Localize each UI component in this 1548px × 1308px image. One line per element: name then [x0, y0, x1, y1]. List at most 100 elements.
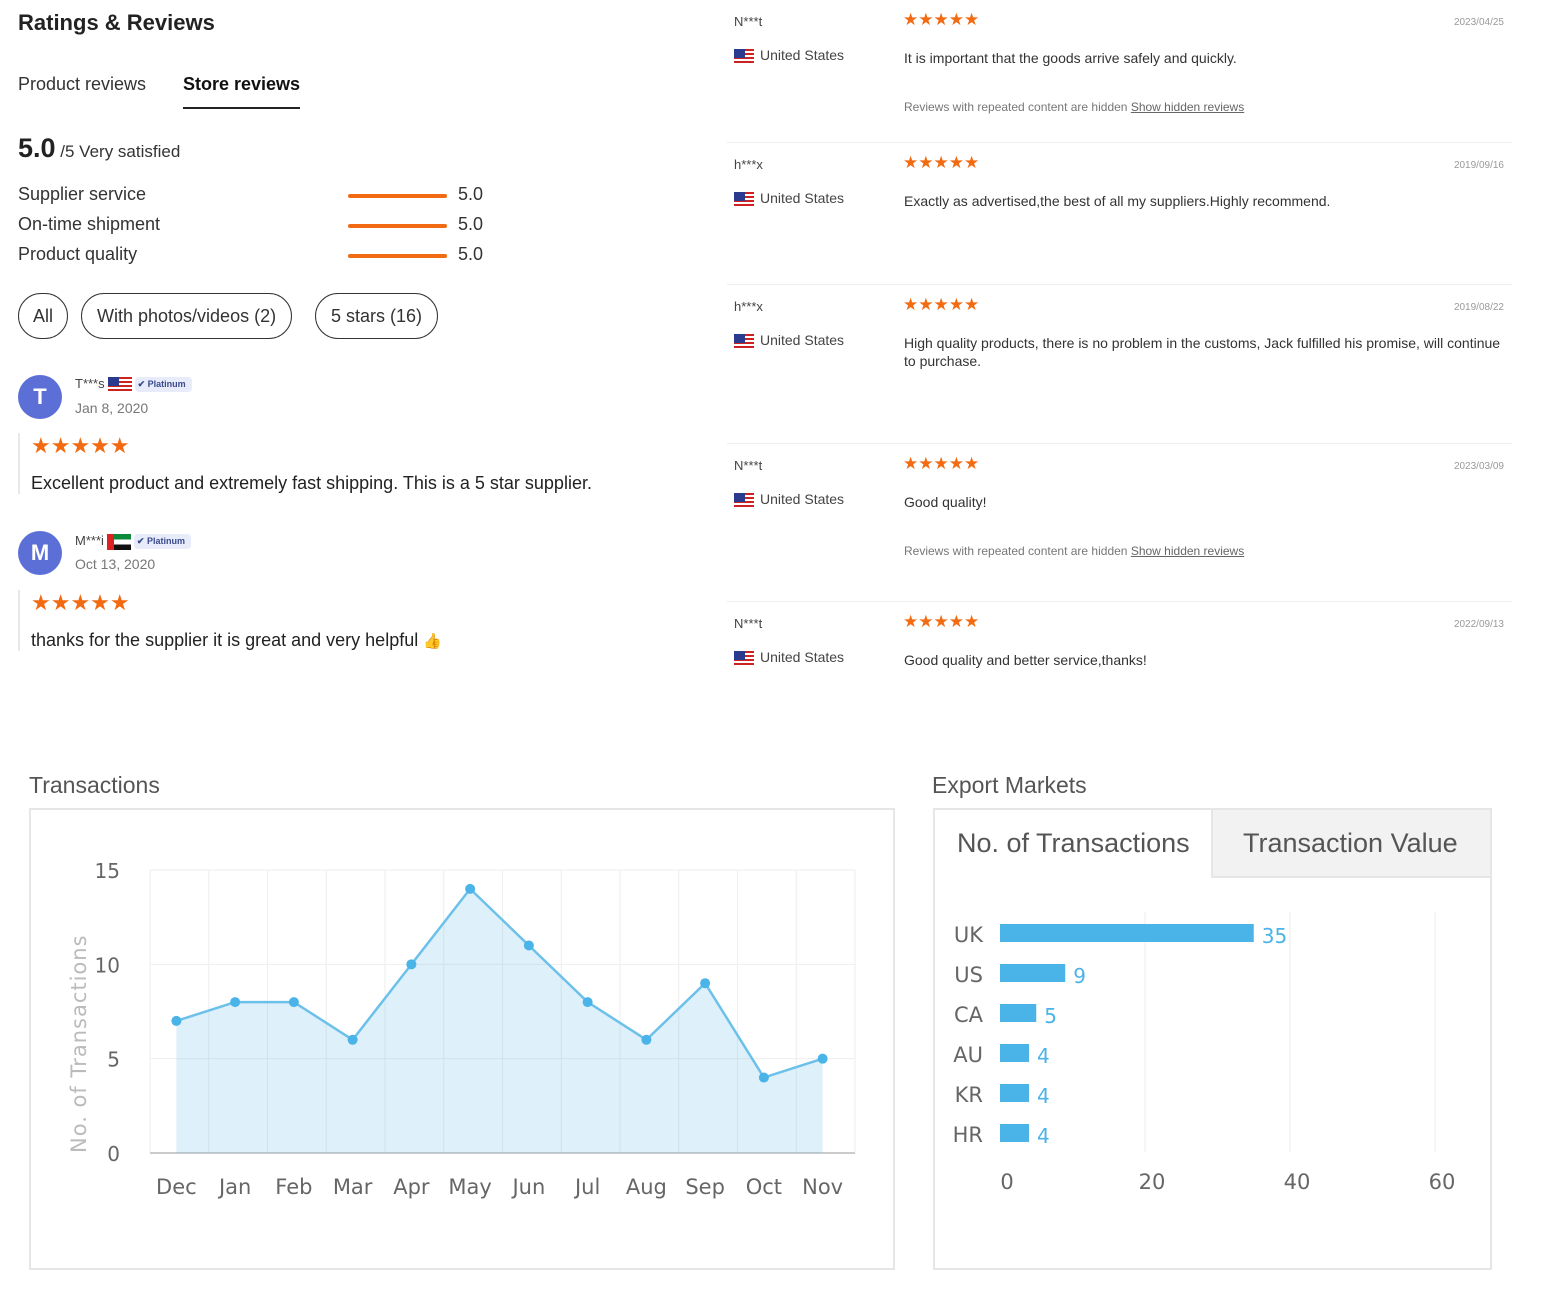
- filter-photos-videos[interactable]: With photos/videos (2): [81, 293, 293, 339]
- review-text: It is important that the goods arrive sa…: [904, 50, 1237, 66]
- score-value: 5.0: [18, 133, 56, 163]
- data-point: [700, 978, 711, 989]
- y-tick-label: 5: [107, 1048, 120, 1072]
- x-tick-label: Mar: [333, 1175, 373, 1199]
- bar: [1000, 924, 1254, 942]
- filter-5-stars[interactable]: 5 stars (16): [315, 293, 439, 339]
- reviewer-name: N***t: [734, 14, 763, 29]
- bar-value-label: 5: [1044, 1004, 1057, 1028]
- x-tick-label: Oct: [746, 1175, 782, 1199]
- platinum-badge: ✔ Platinum: [133, 534, 191, 550]
- star-rating: ★★★★★: [31, 433, 130, 458]
- bar-value-label: 4: [1037, 1084, 1050, 1108]
- bar: [1000, 1004, 1037, 1022]
- transactions-title: Transactions: [29, 772, 160, 798]
- x-tick-label: Nov: [802, 1175, 843, 1199]
- review-text: Excellent product and extremely fast shi…: [31, 473, 592, 493]
- star-rating: ★★★★★: [903, 10, 980, 29]
- bar-value-label: 35: [1262, 924, 1287, 948]
- data-point: [288, 997, 299, 1008]
- metric-label: Supplier service: [18, 184, 147, 204]
- reviewer-country: United States: [734, 47, 844, 64]
- x-tick-label: 0: [1000, 1170, 1013, 1194]
- bar-category-label: HR: [953, 1123, 983, 1147]
- bar-value-label: 9: [1073, 964, 1086, 988]
- bar: [1000, 1124, 1029, 1142]
- hidden-reviews-note: Reviews with repeated content are hidden…: [904, 100, 1245, 114]
- review-text: thanks for the supplier it is great and …: [31, 630, 442, 650]
- metric-bar: [348, 254, 447, 258]
- show-hidden-reviews-link[interactable]: Show hidden reviews: [1130, 544, 1245, 558]
- metric-supplier-service: Supplier service 5.0: [18, 184, 498, 208]
- show-hidden-reviews-link[interactable]: Show hidden reviews: [1130, 100, 1245, 114]
- us-flag-icon: [734, 334, 754, 349]
- data-point: [582, 997, 593, 1008]
- data-point: [347, 1034, 358, 1045]
- reviewer-name: N***t: [734, 616, 763, 631]
- x-tick-label: Apr: [393, 1175, 430, 1199]
- x-tick-label: 20: [1139, 1170, 1166, 1194]
- metric-bar: [348, 224, 447, 228]
- star-rating: ★★★★★: [903, 454, 980, 473]
- review-date: 2023/03/09: [1453, 461, 1504, 472]
- metric-bar: [348, 194, 447, 198]
- thumbs-up-icon: 👍: [423, 633, 442, 650]
- y-tick-label: 10: [95, 953, 120, 977]
- bar: [1000, 1084, 1029, 1102]
- x-tick-label: Aug: [626, 1175, 667, 1199]
- data-point: [230, 997, 241, 1008]
- bar-category-label: CA: [954, 1003, 984, 1027]
- tab-transaction-value[interactable]: Transaction Value: [1243, 828, 1458, 858]
- reviewer-name: M***i: [75, 533, 104, 548]
- bar: [1000, 1044, 1029, 1062]
- x-tick-label: 60: [1429, 1170, 1456, 1194]
- review-date: 2019/09/16: [1453, 160, 1504, 171]
- overall-score: 5.0 /5 Very satisfied: [18, 133, 180, 164]
- star-rating: ★★★★★: [903, 295, 980, 314]
- metric-label: Product quality: [18, 244, 138, 264]
- tab-product-reviews[interactable]: Product reviews: [18, 74, 147, 94]
- reviewer-name: N***t: [734, 458, 763, 473]
- review-text: Good quality and better service,thanks!: [904, 652, 1147, 668]
- review-date: 2019/08/22: [1453, 302, 1504, 313]
- metric-value: 5.0: [458, 244, 484, 264]
- review-date: Jan 8, 2020: [75, 400, 149, 416]
- reviewer-info: M***i ✔ Platinum: [75, 533, 191, 550]
- avatar: T: [18, 375, 62, 419]
- reviewer-name: h***x: [734, 157, 763, 172]
- x-tick-label: Jan: [217, 1175, 251, 1199]
- reviewer-country: United States: [734, 491, 844, 508]
- us-flag-icon: [107, 376, 132, 393]
- review-date: Oct 13, 2020: [75, 556, 156, 572]
- review-date: 2022/09/13: [1453, 619, 1504, 630]
- transactions-chart: 0 5 10 15 No. of Transactions Dec Jan Feb Mar Apr…: [67, 859, 856, 1199]
- page-title: Ratings & Reviews: [18, 10, 215, 35]
- score-suffix: /5 Very satisfied: [60, 142, 181, 161]
- bar-value-label: 4: [1037, 1124, 1050, 1148]
- metric-value: 5.0: [458, 214, 484, 234]
- platinum-badge: ✔ Platinum: [134, 377, 192, 393]
- review-text: High quality products, there is no probl…: [904, 335, 1501, 369]
- review-date: 2023/04/25: [1453, 17, 1504, 28]
- reviewer-info: T***s ✔ Platinum: [75, 376, 192, 393]
- bar-category-label: KR: [955, 1083, 983, 1107]
- bar-category-label: US: [954, 963, 983, 987]
- reviewer-country: United States: [734, 190, 844, 207]
- review-text: Exactly as advertised,the best of all my…: [904, 193, 1331, 209]
- reviewer-country: United States: [734, 649, 844, 666]
- data-point: [523, 940, 534, 951]
- x-tick-label: Sep: [685, 1175, 725, 1199]
- star-rating: ★★★★★: [903, 153, 980, 172]
- tab-no-of-transactions[interactable]: No. of Transactions: [957, 828, 1190, 858]
- bar: [1000, 964, 1066, 982]
- reviewer-name: h***x: [734, 299, 763, 314]
- y-axis-label: No. of Transactions: [67, 934, 91, 1153]
- store-review-row: h***x United States ★★★★★ 2019/09/16 Exa…: [727, 143, 1512, 285]
- filter-all[interactable]: All: [18, 293, 68, 339]
- series-line: [175, 887, 824, 1080]
- export-markets-panel: [933, 808, 1492, 1270]
- tab-store-reviews[interactable]: Store reviews: [183, 74, 301, 109]
- area-fill: [176, 888, 823, 1153]
- data-point: [465, 883, 476, 894]
